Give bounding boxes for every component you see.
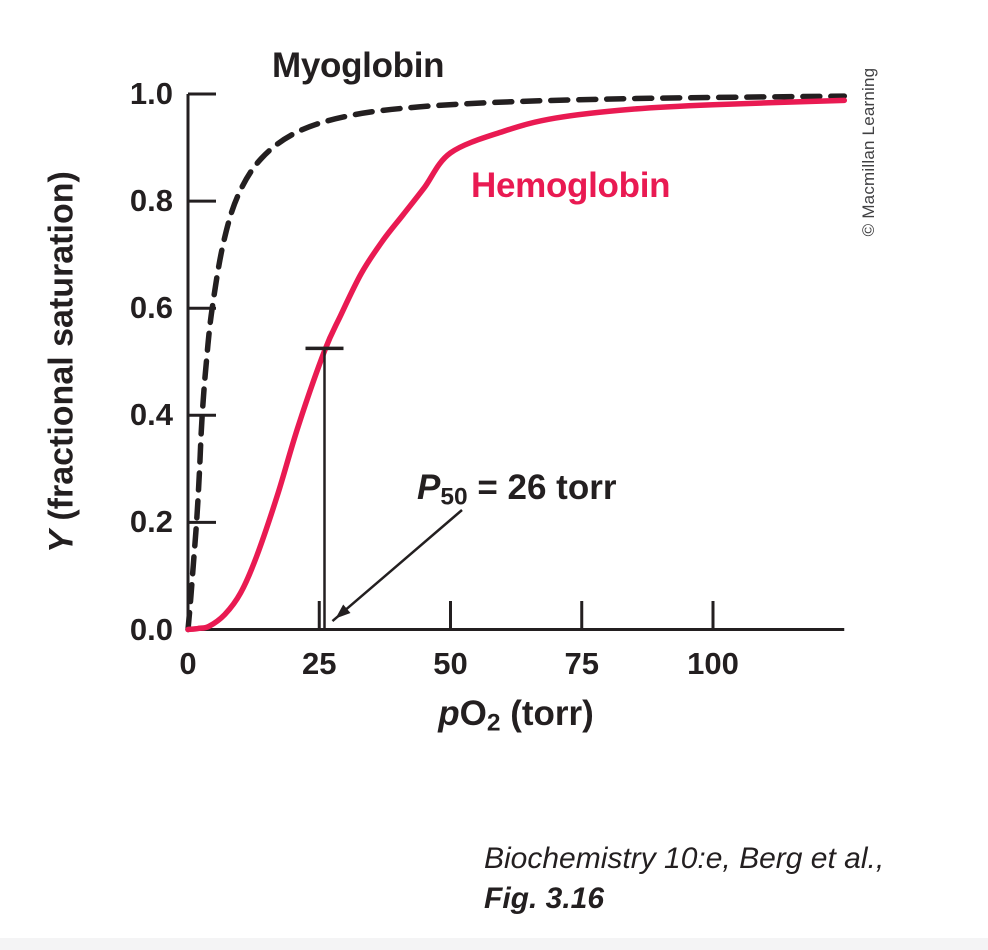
footer-strip <box>0 938 988 950</box>
x-axis-title-symbol: p <box>438 694 460 733</box>
y-axis-title-text: (fractional saturation) <box>42 171 81 531</box>
myoglobin-curve <box>185 93 848 633</box>
y-axis-title: Y (fractional saturation) <box>43 171 82 553</box>
x-tick-label-100: 100 <box>687 646 739 681</box>
x-axis-title-unit: (torr) <box>500 694 594 733</box>
y-tick-label-0.6: 0.6 <box>129 290 173 326</box>
p50-annotation: P50 = 26 torr <box>417 468 616 511</box>
x-tick-label-50: 50 <box>433 646 468 681</box>
p50-value: = 26 torr <box>467 468 617 507</box>
oxygen-saturation-chart <box>185 92 848 633</box>
y-tick-label-0.8: 0.8 <box>129 183 173 219</box>
source-caption: Biochemistry 10:e, Berg et al., Fig. 3.1… <box>484 839 884 919</box>
p50-arrowhead <box>335 604 351 619</box>
caption-source-line: Biochemistry 10:e, Berg et al., <box>484 842 885 875</box>
hemoglobin-curve <box>185 97 848 633</box>
x-tick-label-0: 0 <box>179 646 197 681</box>
y-tick-label-0.0: 0.0 <box>129 611 173 647</box>
p50-symbol: P <box>417 468 441 507</box>
copyright-notice: © Macmillan Learning <box>859 67 878 237</box>
myoglobin-series-label: Myoglobin <box>272 46 445 85</box>
y-axis-title-symbol: Y <box>42 530 81 553</box>
x-axis-title-main: O <box>459 694 487 733</box>
y-tick-label-1.0: 1.0 <box>129 76 173 111</box>
y-tick-label-0.4: 0.4 <box>129 397 173 433</box>
p50-subscript: 50 <box>440 483 468 511</box>
hemoglobin-series-label: Hemoglobin <box>471 166 671 205</box>
x-axis-title: pO2 (torr) <box>438 694 594 737</box>
x-tick-label-75: 75 <box>564 646 599 681</box>
y-tick-label-0.2: 0.2 <box>129 504 173 540</box>
x-tick-label-25: 25 <box>302 646 337 681</box>
p50-arrow-line <box>331 509 463 623</box>
x-axis-title-subscript: 2 <box>486 709 501 737</box>
caption-figure-number: Fig. 3.16 <box>484 882 605 915</box>
